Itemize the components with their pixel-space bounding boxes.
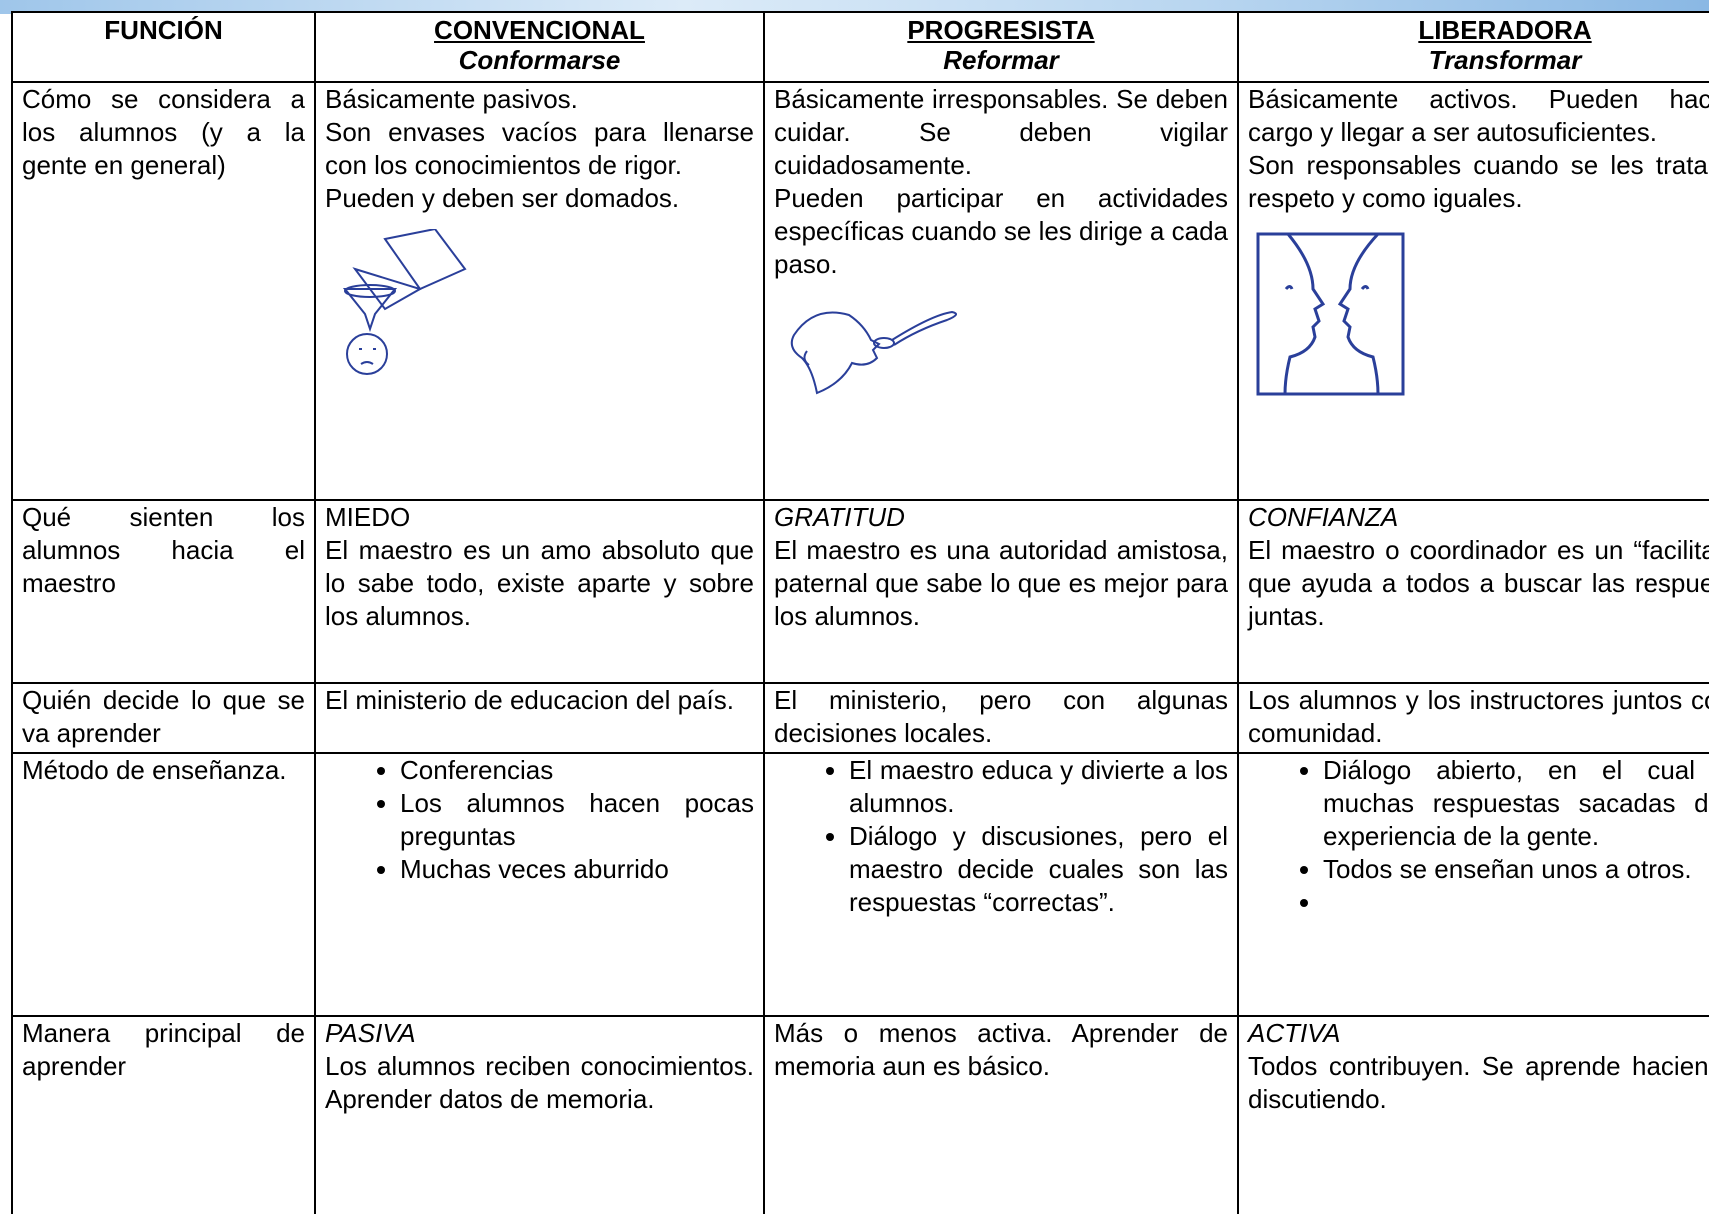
row-label: Cómo se considera a los alumnos (y a la …: [22, 84, 305, 180]
cell-text: GRATITUD: [774, 502, 905, 532]
column-subtitle: Reformar: [943, 45, 1059, 75]
cell-text: Pueden participar en actividades específ…: [774, 183, 1228, 279]
table-cell: Básicamente pasivos. Son envases vacíos p…: [314, 81, 765, 501]
cell-text: El ministerio, pero con algunas decision…: [774, 685, 1228, 748]
header-row: FUNCIÓN CONVENCIONAL Conformarse PROGRESIST…: [11, 11, 1709, 83]
column-subtitle: Transformar: [1428, 45, 1582, 75]
row-label: Quién decide lo que se va aprender: [22, 685, 305, 748]
table-cell: PASIVA Los alumnos reciben conocimientos.…: [314, 1015, 765, 1214]
cell-text: Más o menos activa. Aprender de memoria …: [774, 1018, 1228, 1081]
bullet-item: Diálogo abierto, en el cual hay muchas r…: [1323, 754, 1709, 853]
cell-text: El maestro es un amo absoluto que lo sab…: [325, 535, 754, 631]
bullet-item: Conferencias: [400, 754, 754, 787]
column-title: FUNCIÓN: [104, 15, 223, 45]
column-title: CONVENCIONAL: [434, 15, 645, 45]
cell-text: PASIVA: [325, 1018, 416, 1048]
bullet-list: ConferenciasLos alumnos hacen pocas preg…: [325, 754, 754, 886]
column-title: PROGRESISTA: [907, 15, 1095, 45]
bullet-item: El maestro educa y divierte a los alumno…: [849, 754, 1228, 820]
table-cell: El ministerio, pero con algunas decision…: [763, 682, 1239, 754]
illustration-faces: [1256, 232, 1405, 396]
table-body: Cómo se considera a los alumnos (y a la …: [11, 81, 1709, 1214]
cell-text: El maestro es una autoridad amistosa, pa…: [774, 535, 1228, 631]
cell-text: Básicamente activos. Pueden hacerse carg…: [1248, 84, 1709, 147]
decor-band: [0, 0, 1709, 14]
cell-text: Son responsables cuando se les trata con…: [1248, 150, 1709, 213]
table-row: Manera principal de aprender PASIVA Los al…: [11, 1015, 1709, 1214]
table-cell: MIEDO El maestro es un amo absoluto que l…: [314, 499, 765, 684]
row-label: Manera principal de aprender: [22, 1018, 305, 1081]
column-header: LIBERADORA Transformar: [1237, 11, 1709, 83]
cell-text: Los alumnos y los instructores juntos co…: [1248, 685, 1709, 748]
row-label: Qué sienten los alumnos hacia el maestro: [22, 502, 305, 598]
cell-text: Son envases vacíos para llenarse con los…: [325, 117, 754, 180]
row-label-cell: Quién decide lo que se va aprender: [11, 682, 316, 754]
column-header: PROGRESISTA Reformar: [763, 11, 1239, 83]
table-cell: Básicamente activos. Pueden hacerse carg…: [1237, 81, 1709, 501]
bullet-item: Muchas veces aburrido: [400, 853, 754, 886]
table-cell: Más o menos activa. Aprender de memoria …: [763, 1015, 1239, 1214]
bullet-item: Los alumnos hacen pocas preguntas: [400, 787, 754, 853]
cell-text: Básicamente irresponsables. Se deben cui…: [774, 84, 1228, 180]
table-cell: Básicamente irresponsables. Se deben cui…: [763, 81, 1239, 501]
table-row: Método de enseñanza. ConferenciasLos alum…: [11, 752, 1709, 1017]
bullet-item: Diálogo y discusiones, pero el maestro d…: [849, 820, 1228, 919]
cell-text: CONFIANZA: [1248, 502, 1399, 532]
row-label: Método de enseñanza.: [22, 755, 287, 785]
empty-bullet: [1323, 886, 1709, 919]
bullet-item: Todos se enseñan unos a otros.: [1323, 853, 1709, 886]
table-cell: Los alumnos y los instructores juntos co…: [1237, 682, 1709, 754]
comparison-table: FUNCIÓN CONVENCIONAL Conformarse PROGRESIST…: [11, 11, 1709, 1214]
table-cell: GRATITUD El maestro es una autoridad amis…: [763, 499, 1239, 684]
table-row: Qué sienten los alumnos hacia el maestro…: [11, 499, 1709, 684]
column-subtitle: Conformarse: [458, 45, 621, 75]
cell-text: Los alumnos reciben conocimientos. Apren…: [325, 1051, 754, 1114]
row-label-cell: Método de enseñanza.: [11, 752, 316, 1017]
cell-text: Básicamente pasivos.: [325, 84, 578, 114]
cell-text: ACTIVA: [1248, 1018, 1341, 1048]
table-cell: El ministerio de educacion del país.: [314, 682, 765, 754]
row-label-cell: Manera principal de aprender: [11, 1015, 316, 1214]
bullet-list: El maestro educa y divierte a los alumno…: [774, 754, 1228, 919]
table-cell: ACTIVA Todos contribuyen. Se aprende haci…: [1237, 1015, 1709, 1214]
cell-text: MIEDO: [325, 502, 411, 532]
table-row: Cómo se considera a los alumnos (y a la …: [11, 81, 1709, 501]
illustration-funnel: [342, 229, 467, 375]
column-title: LIBERADORA: [1418, 15, 1592, 45]
table-row: Quién decide lo que se va aprender El min…: [11, 682, 1709, 754]
cell-text: El maestro o coordinador es un “facilita…: [1248, 535, 1709, 631]
row-label-cell: Cómo se considera a los alumnos (y a la …: [11, 81, 316, 501]
illustration-spoon: [790, 310, 957, 395]
cell-text: El ministerio de educacion del país.: [325, 685, 735, 715]
row-label-cell: Qué sienten los alumnos hacia el maestro: [11, 499, 316, 684]
table-cell: Diálogo abierto, en el cual hay muchas r…: [1237, 752, 1709, 1017]
table-cell: El maestro educa y divierte a los alumno…: [763, 752, 1239, 1017]
table-cell: CONFIANZA El maestro o coordinador es un …: [1237, 499, 1709, 684]
column-header: FUNCIÓN: [11, 11, 316, 83]
bullet-list: Diálogo abierto, en el cual hay muchas r…: [1248, 754, 1709, 919]
column-header: CONVENCIONAL Conformarse: [314, 11, 765, 83]
cell-text: Pueden y deben ser domados.: [325, 183, 680, 213]
cell-text: Todos contribuyen. Se aprende haciendo y…: [1248, 1051, 1709, 1114]
table-cell: ConferenciasLos alumnos hacen pocas preg…: [314, 752, 765, 1017]
